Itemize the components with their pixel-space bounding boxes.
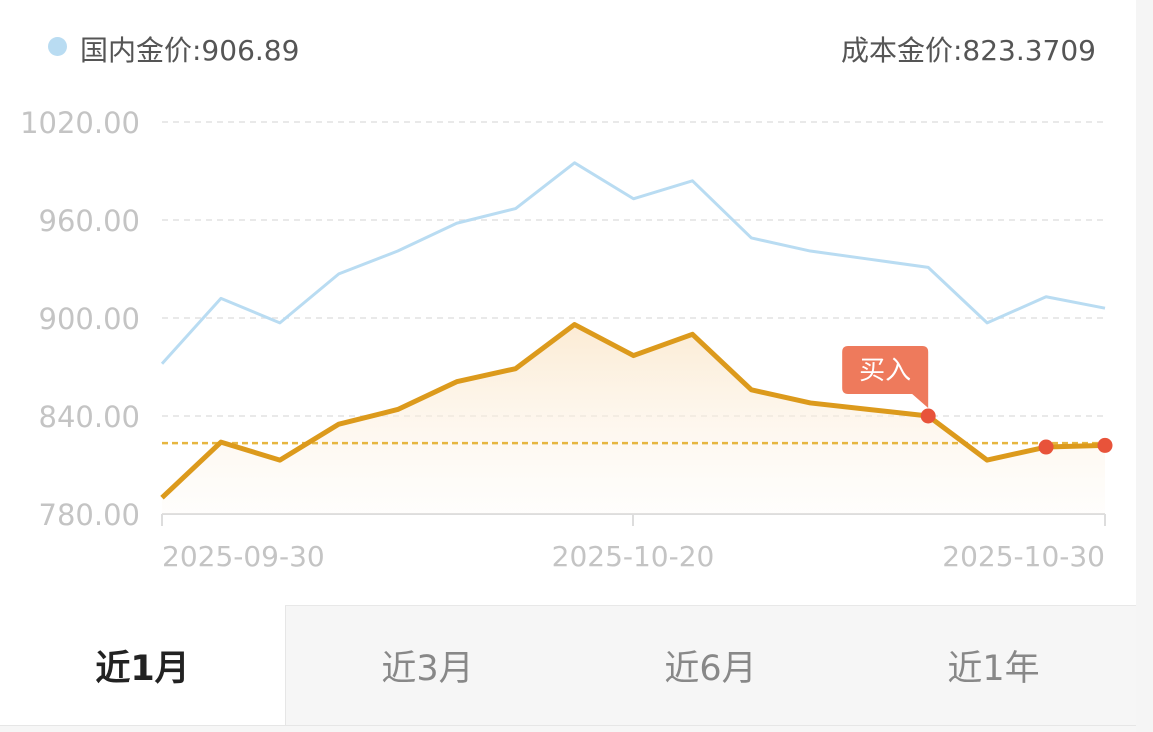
holding-price-line [160,322,1106,500]
y-tick-label: 780.00 [39,498,140,532]
x-tick-label: 2025-10-20 [552,540,715,573]
tabs-bottom-divider [0,725,1136,726]
trade-marker [1038,439,1054,455]
x-tick-label: 2025-10-30 [942,540,1105,573]
buy-tag-label: 买入 [859,356,911,386]
holding-area [162,324,1105,514]
y-tick-label: 840.00 [39,400,140,434]
trade-marker [1097,437,1113,453]
buy-tag [842,346,929,408]
price-chart: 1020.00 960.00 900.00 840.00 780.00 2025-09-3… [20,106,1113,573]
cost-price-label: 成本金价:823.3709 [840,34,1096,67]
y-tick-label: 900.00 [39,302,140,336]
chart-header: 国内金价:906.89 成本金价:823.3709 [0,0,1136,98]
tab-1-month[interactable]: 近1月 [0,605,286,725]
domestic-price-line [160,161,1106,365]
period-tabs: 近1月 近3月 近6月 近1年 [0,605,1136,732]
y-tick-label: 1020.00 [20,106,140,140]
tabs-divider [285,605,1136,606]
y-tick-label: 960.00 [39,204,140,238]
tab-6-months[interactable]: 近6月 [664,648,757,689]
tab-3-months[interactable]: 近3月 [381,648,474,689]
tab-1-year[interactable]: 近1年 [947,648,1040,689]
trade-marker [920,408,936,424]
legend-domestic-price: 国内金价:906.89 [80,34,300,67]
x-tick-label: 2025-09-30 [162,540,325,573]
legend-dot-domestic [48,37,67,56]
